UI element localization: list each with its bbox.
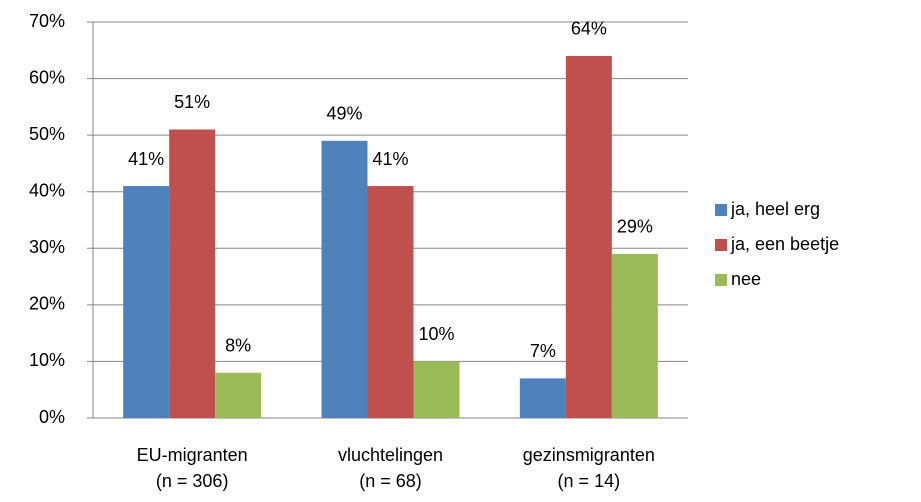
y-tick-label: 20% — [29, 294, 65, 314]
bar — [413, 361, 460, 418]
y-tick-label: 40% — [29, 180, 65, 200]
y-tick-label: 0% — [39, 407, 65, 427]
bar — [215, 372, 262, 418]
bar — [169, 129, 216, 418]
y-tick-label: 50% — [29, 124, 65, 144]
x-tick-label: EU-migranten — [137, 445, 248, 465]
legend-label: nee — [731, 269, 761, 289]
value-label: 29% — [617, 217, 653, 237]
value-label: 8% — [225, 335, 251, 355]
bar — [123, 186, 170, 418]
legend-swatch — [715, 274, 727, 286]
x-tick-label: (n = 68) — [359, 471, 422, 491]
legend-label: ja, een beetje — [730, 234, 839, 254]
x-tick-label: (n = 14) — [558, 471, 621, 491]
value-label: 51% — [174, 92, 210, 112]
bar — [519, 378, 566, 418]
y-tick-label: 60% — [29, 67, 65, 87]
x-tick-label: gezinsmigranten — [523, 445, 655, 465]
y-tick-label: 70% — [29, 11, 65, 31]
value-label: 49% — [326, 104, 362, 124]
legend-swatch — [715, 204, 727, 216]
y-tick-label: 10% — [29, 350, 65, 370]
x-tick-label: vluchtelingen — [338, 445, 443, 465]
legend-swatch — [715, 239, 727, 251]
value-label: 64% — [571, 19, 607, 39]
y-tick-label: 30% — [29, 237, 65, 257]
bar — [565, 55, 612, 418]
value-label: 7% — [530, 341, 556, 361]
bar — [321, 140, 368, 419]
value-label: 41% — [128, 149, 164, 169]
x-tick-label: (n = 306) — [156, 471, 229, 491]
bar — [611, 253, 658, 418]
bar — [367, 186, 414, 418]
value-label: 10% — [418, 324, 454, 344]
legend-label: ja, heel erg — [730, 199, 820, 219]
value-label: 41% — [372, 149, 408, 169]
